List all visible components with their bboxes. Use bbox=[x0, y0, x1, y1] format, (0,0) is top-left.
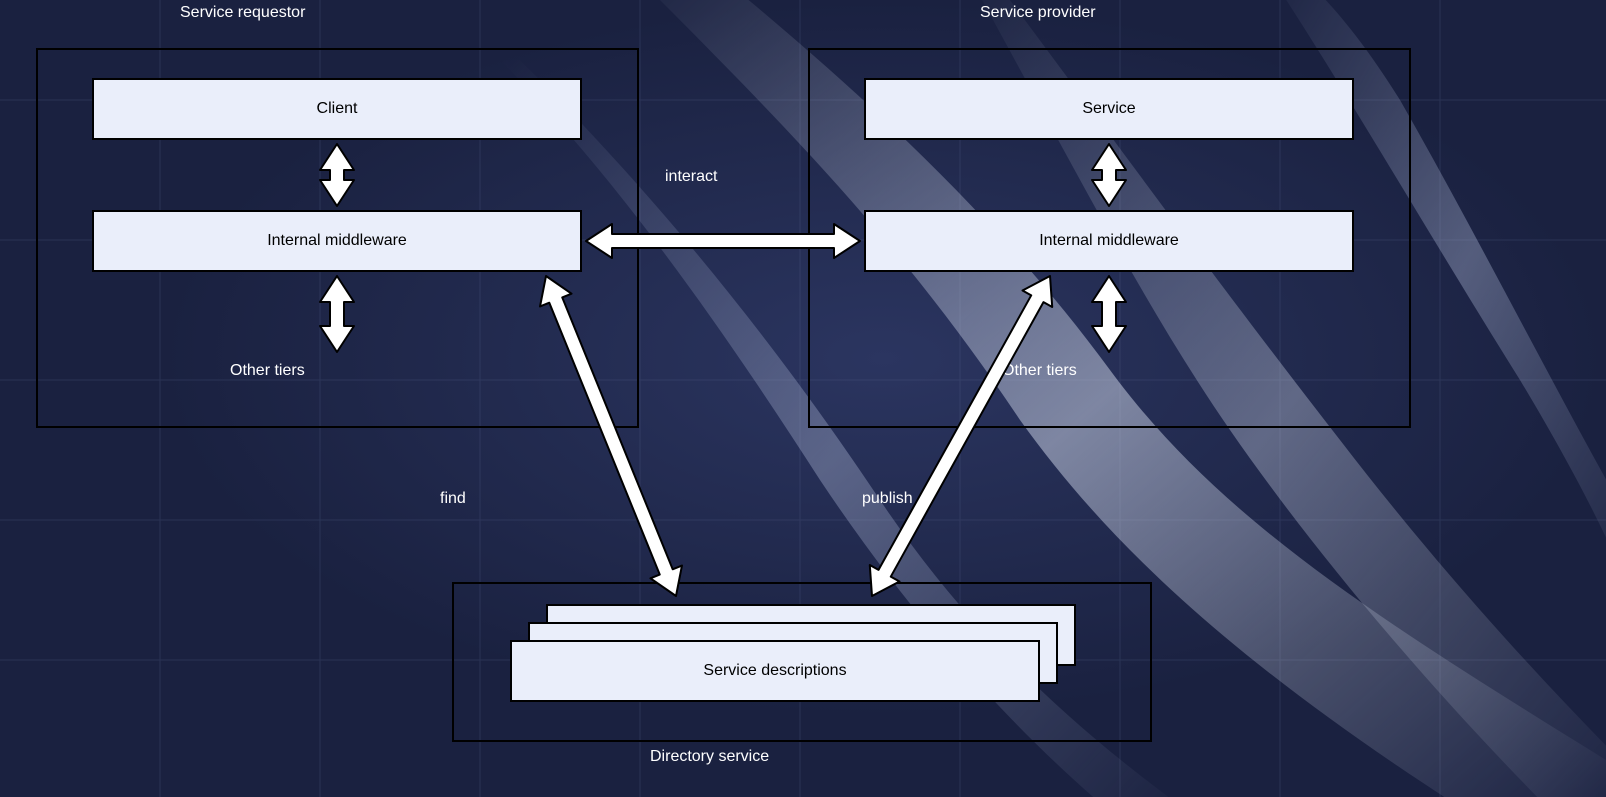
box-service-descriptions: Service descriptions bbox=[510, 640, 1040, 702]
box-service: Service bbox=[864, 78, 1354, 140]
box-client: Client bbox=[92, 78, 582, 140]
label-publish: publish bbox=[862, 490, 913, 508]
box-requestor-middleware: Internal middleware bbox=[92, 210, 582, 272]
title-service-requestor: Service requestor bbox=[180, 4, 305, 22]
box-provider-middleware: Internal middleware bbox=[864, 210, 1354, 272]
title-directory-service: Directory service bbox=[650, 748, 769, 766]
label-requestor-other-tiers: Other tiers bbox=[230, 362, 305, 380]
title-service-provider: Service provider bbox=[980, 4, 1096, 22]
label-provider-other-tiers: Other tiers bbox=[1002, 362, 1077, 380]
label-interact: interact bbox=[665, 168, 717, 186]
label-find: find bbox=[440, 490, 466, 508]
